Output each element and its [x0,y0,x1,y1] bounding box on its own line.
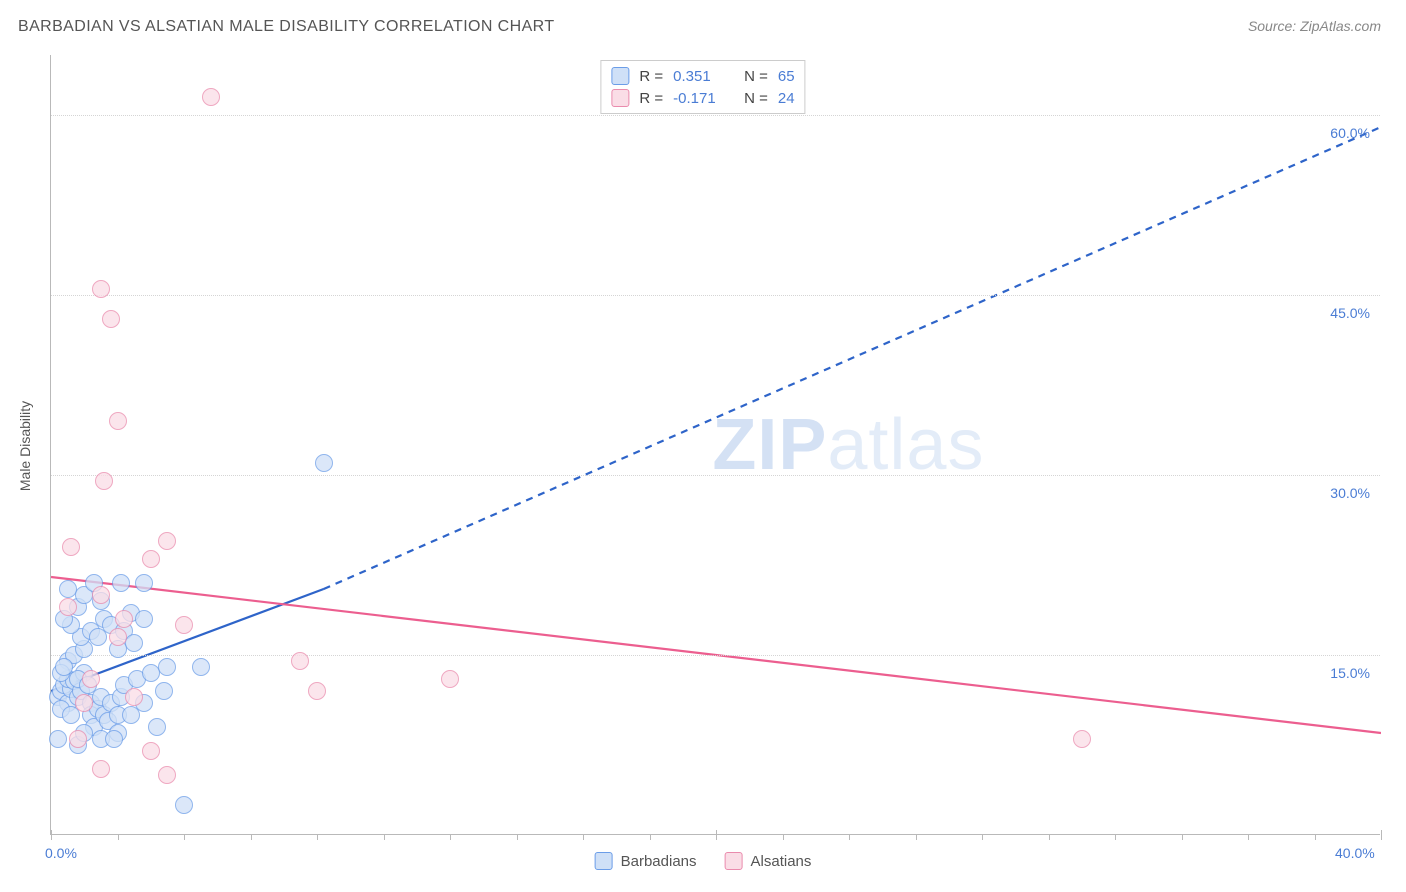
watermark-bold: ZIP [712,405,827,485]
scatter-point [441,670,459,688]
scatter-point [69,730,87,748]
x-tick [1315,834,1316,840]
x-tick [650,834,651,840]
scatter-point [308,682,326,700]
n-label: N = [744,90,768,107]
x-tick [184,834,185,840]
grid-line [51,115,1380,116]
scatter-point [202,88,220,106]
scatter-point [291,652,309,670]
legend-swatch [725,852,743,870]
x-tick [251,834,252,840]
trend-lines-svg [51,55,1381,835]
x-tick [51,830,52,840]
scatter-point [135,574,153,592]
x-tick [517,834,518,840]
scatter-point [315,454,333,472]
scatter-point [95,472,113,490]
legend-item: Alsatians [725,852,812,870]
legend-label: Alsatians [751,853,812,870]
legend-swatch [611,89,629,107]
plot-area: ZIPatlas 15.0% 30.0% 45.0% 60.0% [50,55,1380,835]
x-tick [317,834,318,840]
x-tick [450,834,451,840]
scatter-point [175,796,193,814]
r-label: R = [639,90,663,107]
scatter-point [158,532,176,550]
watermark: ZIPatlas [712,404,984,486]
scatter-point [115,610,133,628]
scatter-point [92,586,110,604]
x-tick [783,834,784,840]
scatter-point [125,634,143,652]
x-tick [916,834,917,840]
scatter-point [59,598,77,616]
x-tick-label: 40.0% [1335,845,1375,861]
scatter-point [142,550,160,568]
scatter-point [175,616,193,634]
chart-source: Source: ZipAtlas.com [1248,18,1381,34]
scatter-point [142,664,160,682]
legend-swatch [595,852,613,870]
scatter-point [109,412,127,430]
scatter-point [148,718,166,736]
legend-swatch [611,67,629,85]
scatter-point [59,580,77,598]
n-label: N = [744,68,768,85]
scatter-point [92,760,110,778]
scatter-point [109,628,127,646]
x-tick-label: 0.0% [45,845,77,861]
scatter-point [142,742,160,760]
x-tick [384,834,385,840]
scatter-point [55,658,73,676]
scatter-point [135,610,153,628]
scatter-point [105,730,123,748]
scatter-point [155,682,173,700]
scatter-point [75,694,93,712]
x-tick [982,834,983,840]
scatter-point [82,670,100,688]
r-value: -0.171 [673,90,728,107]
x-tick [1381,830,1382,840]
y-axis-label: Male Disability [17,401,33,491]
legend-row: R = 0.351 N = 65 [611,65,794,87]
x-tick [1049,834,1050,840]
scatter-point [158,658,176,676]
scatter-point [49,730,67,748]
x-tick [118,834,119,840]
watermark-rest: atlas [827,405,984,485]
correlation-legend: R = 0.351 N = 65 R = -0.171 N = 24 [600,60,805,114]
n-value: 24 [778,90,795,107]
scatter-point [102,310,120,328]
x-tick [716,830,717,840]
trend-line [324,127,1381,589]
scatter-point [125,688,143,706]
x-tick [1182,834,1183,840]
y-tick-label: 30.0% [1330,485,1370,501]
r-label: R = [639,68,663,85]
x-tick [1115,834,1116,840]
x-tick [849,834,850,840]
scatter-point [192,658,210,676]
grid-line [51,475,1380,476]
legend-label: Barbadians [621,853,697,870]
series-legend: Barbadians Alsatians [595,852,812,870]
grid-line [51,295,1380,296]
y-tick-label: 60.0% [1330,125,1370,141]
x-tick [1248,834,1249,840]
x-tick [583,834,584,840]
grid-line [51,655,1380,656]
chart-title: BARBADIAN VS ALSATIAN MALE DISABILITY CO… [18,18,555,36]
n-value: 65 [778,68,795,85]
legend-item: Barbadians [595,852,697,870]
y-tick-label: 15.0% [1330,665,1370,681]
y-tick-label: 45.0% [1330,305,1370,321]
scatter-point [158,766,176,784]
scatter-point [92,280,110,298]
scatter-point [62,538,80,556]
scatter-point [1073,730,1091,748]
scatter-point [112,574,130,592]
r-value: 0.351 [673,68,728,85]
legend-row: R = -0.171 N = 24 [611,87,794,109]
